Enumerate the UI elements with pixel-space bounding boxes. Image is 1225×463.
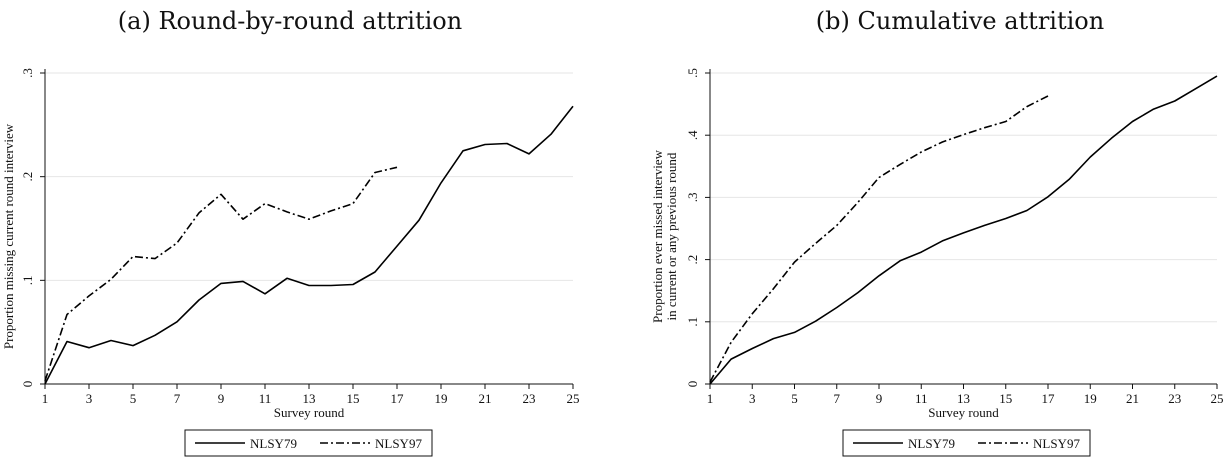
chart-b-xtick-label: 1 <box>707 391 714 406</box>
chart-b-legend-label: NLSY79 <box>908 436 955 451</box>
chart-b-xtick-label: 23 <box>1168 391 1181 406</box>
chart-a-ytick-label: .1 <box>20 275 35 285</box>
chart-a-xtick-label: 21 <box>479 391 492 406</box>
chart-b-xtick-label: 13 <box>957 391 970 406</box>
chart-b-ylabel-line: Proportion ever missed interview <box>650 149 665 323</box>
chart-a-xtick-label: 15 <box>347 391 360 406</box>
chart-a-caption: (a) Round-by-round attrition <box>118 7 462 35</box>
chart-a-series-nlsy97-line <box>44 166 398 382</box>
chart-b-ytick-label: 0 <box>685 381 700 388</box>
chart-a-xtick-label: 25 <box>567 391 580 406</box>
chart-b-ytick-label: .4 <box>685 130 700 140</box>
chart-a-ytick-label: .2 <box>20 172 35 182</box>
chart-b-ytick-label: .2 <box>685 255 700 265</box>
chart-b-xtick-label: 9 <box>876 391 883 406</box>
chart-b-ytick-label: .5 <box>685 68 700 78</box>
chart-b-series-nlsy79-line <box>709 75 1218 385</box>
chart-a-xtick-label: 1 <box>42 391 49 406</box>
chart-b-xtick-label: 11 <box>915 391 928 406</box>
chart-b-xtick-label: 21 <box>1126 391 1139 406</box>
chart-b-legend-label: NLSY97 <box>1033 436 1080 451</box>
chart-b-xtick-label: 3 <box>749 391 756 406</box>
chart-a-xlabel: Survey round <box>274 405 345 420</box>
chart-a-xtick-label: 3 <box>86 391 93 406</box>
chart-b-series-nlsy97-line <box>709 95 1049 383</box>
chart-a-ylabel: Proportion missing current round intervi… <box>1 123 16 349</box>
chart-a-series-nlsy79-line <box>44 105 574 385</box>
chart-a-xtick-label: 5 <box>130 391 137 406</box>
chart-b-ytick-label: .1 <box>685 317 700 327</box>
chart-a-xtick-label: 13 <box>303 391 316 406</box>
chart-a-ytick-label: .3 <box>20 68 35 78</box>
chart-a-xtick-label: 11 <box>259 391 272 406</box>
chart-a-ytick-label: 0 <box>20 381 35 388</box>
chart-b-xtick-label: 15 <box>999 391 1012 406</box>
chart-b-xtick-label: 19 <box>1084 391 1097 406</box>
chart-b-caption: (b) Cumulative attrition <box>816 7 1104 35</box>
chart-a-xtick-label: 9 <box>218 391 225 406</box>
chart-a-xtick-label: 23 <box>523 391 536 406</box>
chart-b-xtick-label: 5 <box>791 391 798 406</box>
chart-a-legend-label: NLSY79 <box>250 436 297 451</box>
chart-b-xtick-label: 25 <box>1211 391 1224 406</box>
chart-b-ylabel-line: in current or any previous round <box>664 152 679 320</box>
chart-b-xtick-label: 17 <box>1042 391 1056 406</box>
chart-a-legend-label: NLSY97 <box>375 436 422 451</box>
chart-a-xtick-label: 19 <box>435 391 448 406</box>
chart-b-xtick-label: 7 <box>834 391 841 406</box>
chart-a-xtick-label: 7 <box>174 391 181 406</box>
chart-b-xlabel: Survey round <box>928 405 999 420</box>
chart-b-ytick-label: .3 <box>685 193 700 203</box>
chart-a-xtick-label: 17 <box>391 391 405 406</box>
